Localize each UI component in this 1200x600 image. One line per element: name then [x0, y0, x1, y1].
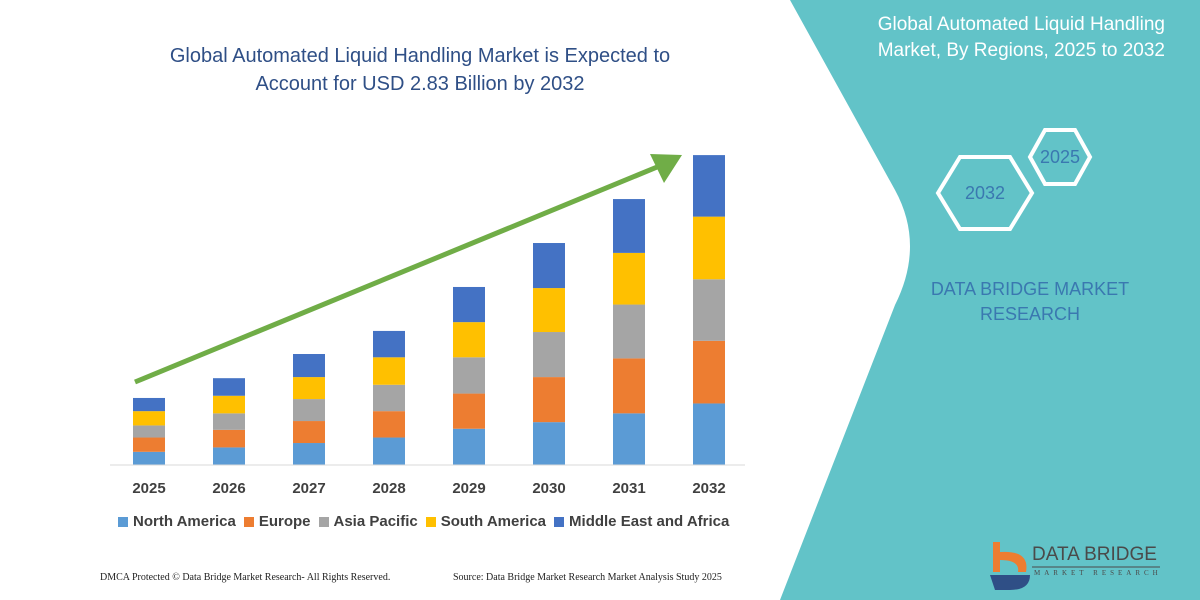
chart-title-line-1: Global Automated Liquid Handling Market …: [169, 45, 671, 67]
legend-item: North America: [118, 513, 236, 530]
legend-swatch: [318, 516, 329, 527]
bar-segment-2032-south-america: [693, 216, 725, 280]
bar-segment-2025-asia-pacific: [133, 425, 165, 438]
bar-segment-2031-europe: [613, 358, 645, 414]
hexagon-2032: [935, 155, 1035, 231]
bar-segment-2027-asia-pacific: [293, 399, 325, 422]
bar-segment-2031-north-america: [613, 413, 645, 465]
bar-segment-2025-south-america: [133, 411, 165, 426]
hex-label-2032: 2032: [964, 183, 1006, 203]
side-title-line-1: Global Automated Liquid Handling: [877, 14, 1165, 35]
legend-item: South America: [425, 513, 547, 530]
brand-line-1: DATA BRIDGE MARKET: [930, 279, 1130, 299]
legend-item: Europe: [243, 513, 311, 530]
brand-line-2: RESEARCH: [979, 304, 1081, 324]
brand-text: DATA BRIDGE MARKET RESEARCH: [920, 277, 1140, 327]
logo-subtext: MARKET RESEARCH: [1034, 569, 1162, 577]
legend-swatch: [118, 516, 128, 527]
chart-title: Global Automated Liquid Handling Market …: [110, 42, 730, 98]
x-tick-label: 2026: [212, 480, 246, 497]
bar-segment-2025-middle-east-and-africa: [133, 397, 165, 412]
bar-segment-2029-asia-pacific: [453, 357, 485, 394]
logo-text: DATA BRIDGE: [1032, 544, 1157, 565]
bar-segment-2025-north-america: [133, 451, 165, 465]
bar-segment-2030-middle-east-and-africa: [533, 243, 565, 289]
legend: North America Europe Asia Pacific South Ame…: [118, 513, 729, 530]
legend-swatch: [554, 516, 565, 527]
bar-segment-2030-europe: [533, 377, 565, 423]
x-tick-label: 2032: [692, 480, 726, 497]
bar-segment-2027-south-america: [293, 377, 325, 400]
bar-segment-2026-north-america: [213, 447, 245, 465]
bar-segment-2029-europe: [453, 393, 485, 429]
bar-segment-2028-south-america: [373, 357, 405, 385]
legend-label: Europe: [258, 513, 311, 530]
hex-label-2025: 2025: [1039, 147, 1081, 167]
bar-segment-2030-south-america: [533, 288, 565, 333]
bar-segment-2025-europe: [133, 437, 165, 452]
bar-segment-2031-asia-pacific: [613, 304, 645, 359]
bar-segment-2032-europe: [693, 340, 725, 404]
hexagon-2025: [1027, 128, 1093, 186]
legend-label: Asia Pacific: [333, 513, 418, 530]
bar-segment-2030-north-america: [533, 422, 565, 465]
bar-segment-2031-south-america: [613, 252, 645, 305]
chart-title-line-2: Account for USD 2.83 Billion by 2032: [255, 73, 585, 95]
x-tick-label: 2030: [532, 480, 566, 497]
bar-segment-2029-middle-east-and-africa: [453, 286, 485, 323]
bar-segment-2029-south-america: [453, 322, 485, 358]
bar-segment-2026-middle-east-and-africa: [213, 378, 245, 396]
bar-segment-2032-north-america: [693, 403, 725, 465]
legend-swatch: [243, 516, 254, 527]
legend-label: North America: [133, 513, 236, 530]
bar-segment-2027-middle-east-and-africa: [293, 354, 325, 378]
copyright-notice: DMCA Protected © Data Bridge Market Rese…: [100, 572, 391, 583]
bar-segment-2029-north-america: [453, 428, 485, 465]
bar-segment-2028-middle-east-and-africa: [373, 330, 405, 358]
x-tick-label: 2025: [132, 480, 166, 497]
bar-segment-2027-north-america: [293, 443, 325, 465]
legend-label: South America: [440, 513, 547, 530]
trend-arrow: [134, 154, 682, 385]
side-panel-background: [780, 0, 1200, 600]
side-panel-title: Global Automated Liquid Handling Market,…: [820, 12, 1165, 64]
bar-segment-2028-asia-pacific: [373, 384, 405, 412]
logo-icon: [990, 542, 1030, 590]
legend-label: Middle East and Africa: [569, 513, 730, 530]
bar-segment-2032-asia-pacific: [693, 279, 725, 341]
bar-segment-2031-middle-east-and-africa: [613, 199, 645, 253]
bar-segment-2026-south-america: [213, 395, 245, 414]
x-tick-label: 2027: [292, 480, 326, 497]
bar-segment-2028-europe: [373, 411, 405, 438]
x-tick-label: 2028: [372, 480, 406, 497]
bar-segment-2032-middle-east-and-africa: [693, 155, 725, 217]
bar-segment-2027-europe: [293, 421, 325, 444]
x-tick-label: 2029: [452, 480, 486, 497]
source-note: Source: Data Bridge Market Research Mark…: [453, 572, 722, 583]
bars: [133, 155, 725, 465]
x-tick-label: 2031: [612, 480, 646, 497]
legend-swatch: [425, 516, 436, 527]
legend-item: Asia Pacific: [318, 513, 418, 530]
bar-segment-2026-europe: [213, 429, 245, 448]
bar-segment-2028-north-america: [373, 437, 405, 465]
legend-item: Middle East and Africa: [554, 513, 729, 530]
bar-segment-2030-asia-pacific: [533, 332, 565, 378]
bar-segment-2026-asia-pacific: [213, 413, 245, 430]
side-title-line-2: Market, By Regions, 2025 to 2032: [877, 40, 1165, 61]
